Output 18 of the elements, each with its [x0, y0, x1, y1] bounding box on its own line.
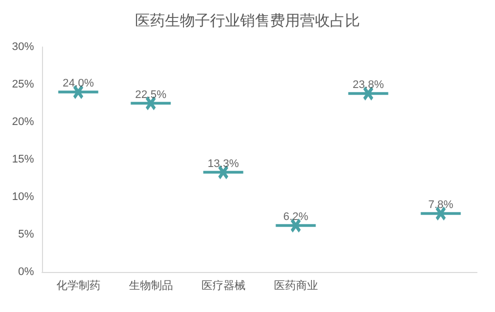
y-tick-label: 0% [18, 266, 34, 278]
data-label: 6.2% [283, 211, 308, 223]
y-tick-label: 20% [12, 116, 34, 128]
y-tick-label: 10% [12, 191, 34, 203]
data-label: 22.5% [135, 88, 167, 101]
data-label: 23.8% [352, 79, 384, 91]
x-tick-label: 医药商业 [274, 279, 318, 292]
x-tick-label: 生物制品 [128, 279, 173, 292]
data-label: 7.8% [428, 199, 454, 211]
y-tick-label: 15% [12, 154, 34, 166]
data-label: 24.0% [62, 78, 94, 90]
chart-title: 医药生物子行业销售费用营收占比 [135, 12, 360, 30]
y-tick-label: 30% [12, 41, 34, 53]
y-tick-label: 25% [12, 78, 34, 90]
data-label: 13.3% [208, 158, 240, 170]
x-tick-label: 医疗器械 [201, 279, 246, 292]
y-tick-label: 5% [18, 228, 34, 240]
x-tick-label: 化学制药 [56, 279, 100, 292]
